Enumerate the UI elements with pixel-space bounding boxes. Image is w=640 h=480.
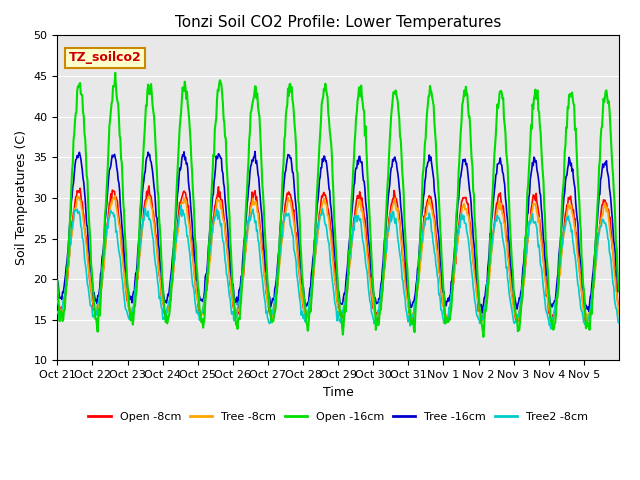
Text: TZ_soilco2: TZ_soilco2 <box>68 51 141 64</box>
Y-axis label: Soil Temperatures (C): Soil Temperatures (C) <box>15 131 28 265</box>
Title: Tonzi Soil CO2 Profile: Lower Temperatures: Tonzi Soil CO2 Profile: Lower Temperatur… <box>175 15 501 30</box>
Legend: Open -8cm, Tree -8cm, Open -16cm, Tree -16cm, Tree2 -8cm: Open -8cm, Tree -8cm, Open -16cm, Tree -… <box>84 408 592 426</box>
X-axis label: Time: Time <box>323 386 353 399</box>
